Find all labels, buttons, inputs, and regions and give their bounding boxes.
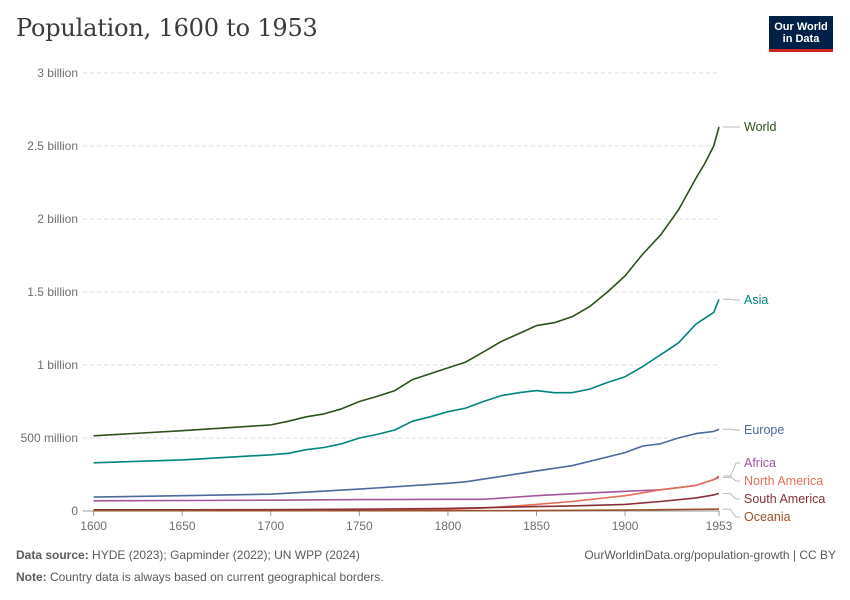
label-connector-europe (723, 428, 740, 431)
label-connector-oceania (723, 508, 740, 518)
x-tick-label: 1600 (80, 519, 107, 533)
series-label-asia: Asia (744, 293, 768, 307)
y-tick-label: 3 billion (37, 66, 78, 80)
series-layer (93, 126, 720, 512)
series-label-world: World (744, 120, 776, 134)
x-tick-label: 1850 (523, 519, 550, 533)
logo-line-2: in Data (782, 32, 820, 45)
y-tick-label: 2.5 billion (27, 139, 78, 153)
logo-line-1: Our World (774, 20, 828, 33)
x-tick-label: 1900 (612, 519, 639, 533)
series-label-south-america: South America (744, 492, 825, 506)
note-text: Country data is always based on current … (50, 570, 384, 584)
x-axis: 1600 1650 1700 1750 1800 1850 1900 1953 (80, 510, 733, 533)
label-connector-africa (723, 462, 740, 478)
y-tick-label: 1.5 billion (27, 285, 78, 299)
line-chart: 0 500 million 1 billion 1.5 billion 2 billio… (21, 66, 826, 533)
label-connector-asia (723, 298, 740, 301)
x-tick-label: 1700 (257, 519, 284, 533)
source-url-link[interactable]: OurWorldinData.org/population-growth | C… (584, 548, 836, 562)
y-tick-label: 500 million (21, 431, 78, 445)
chart-note: Note: Country data is always based on cu… (16, 570, 384, 584)
x-tick-label: 1953 (706, 519, 733, 533)
series-line-africa (93, 476, 720, 502)
x-tick-label: 1650 (169, 519, 196, 533)
note-label: Note: (16, 570, 47, 584)
x-tick-label: 1750 (346, 519, 373, 533)
series-line-asia (93, 298, 720, 464)
y-tick-label: 1 billion (37, 358, 78, 372)
series-line-europe (93, 428, 720, 498)
grid-layer: 0 500 million 1 billion 1.5 billion 2 billio… (21, 66, 719, 518)
x-tick-label: 1800 (435, 519, 462, 533)
series-label-oceania: Oceania (744, 510, 791, 524)
y-tick-label: 0 (71, 504, 78, 518)
series-line-world (93, 126, 720, 437)
series-line-north-america (93, 475, 720, 512)
chart-title: Population, 1600 to 1953 (16, 14, 318, 42)
y-tick-label: 2 billion (37, 212, 78, 226)
series-line-south-america (93, 492, 720, 511)
data-source-text: HYDE (2023); Gapminder (2022); UN WPP (2… (92, 548, 360, 562)
label-connector-north-america (723, 475, 740, 482)
series-label-north-america: North America (744, 474, 823, 488)
label-connector-south-america (723, 492, 740, 500)
series-labels: World Asia Europe Africa North America South … (723, 120, 825, 524)
data-source: Data source: HYDE (2023); Gapminder (202… (16, 548, 360, 562)
series-label-europe: Europe (744, 423, 784, 437)
owid-logo[interactable]: Our World in Data (769, 16, 833, 52)
data-source-label: Data source: (16, 548, 89, 562)
series-label-africa: Africa (744, 456, 776, 470)
series-line-oceania (93, 508, 720, 512)
